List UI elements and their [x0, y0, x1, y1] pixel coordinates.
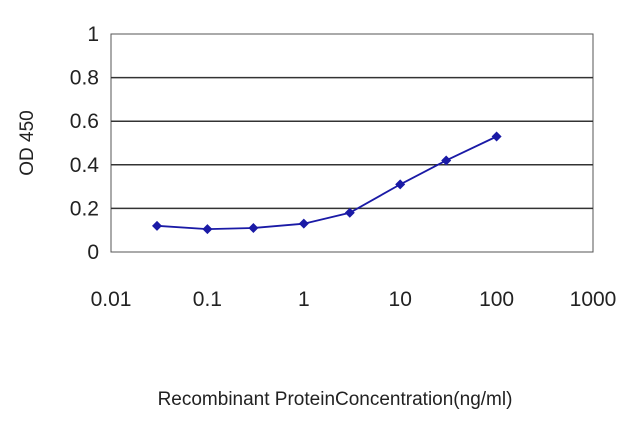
data-point [151, 220, 162, 231]
y-tick-label: 0.4 [70, 154, 100, 177]
x-axis-title: Recombinant ProteinConcentration(ng/ml) [158, 389, 513, 410]
data-point [344, 207, 355, 218]
x-tick-label: 10 [389, 288, 412, 311]
y-tick-label: 0.2 [70, 197, 99, 220]
data-point [298, 218, 309, 229]
plot-area [110, 33, 594, 253]
x-tick-labels: 0.01 0.1 1 10 100 1000 [91, 288, 617, 311]
data-point [441, 155, 452, 166]
x-tick-label: 100 [479, 288, 514, 311]
data-point [395, 179, 406, 190]
data-point [202, 224, 213, 235]
x-tick-label: 0.1 [193, 288, 222, 311]
x-tick-label: 1000 [570, 288, 617, 311]
data-point [248, 223, 259, 234]
series-line [156, 135, 497, 231]
x-tick-label: 1 [298, 288, 310, 311]
y-tick-label: 1 [87, 23, 99, 46]
y-tick-labels: 0 0.2 0.4 0.6 0.8 1 [70, 23, 100, 264]
y-axis-title: OD 450 [17, 110, 38, 175]
y-tick-label: 0.8 [70, 67, 99, 90]
grid-lines [111, 76, 593, 210]
data-point [491, 131, 502, 142]
y-tick-label: 0 [87, 241, 99, 264]
x-tick-label: 0.01 [91, 288, 132, 311]
y-tick-label: 0.6 [70, 110, 99, 133]
series-group [151, 131, 502, 235]
